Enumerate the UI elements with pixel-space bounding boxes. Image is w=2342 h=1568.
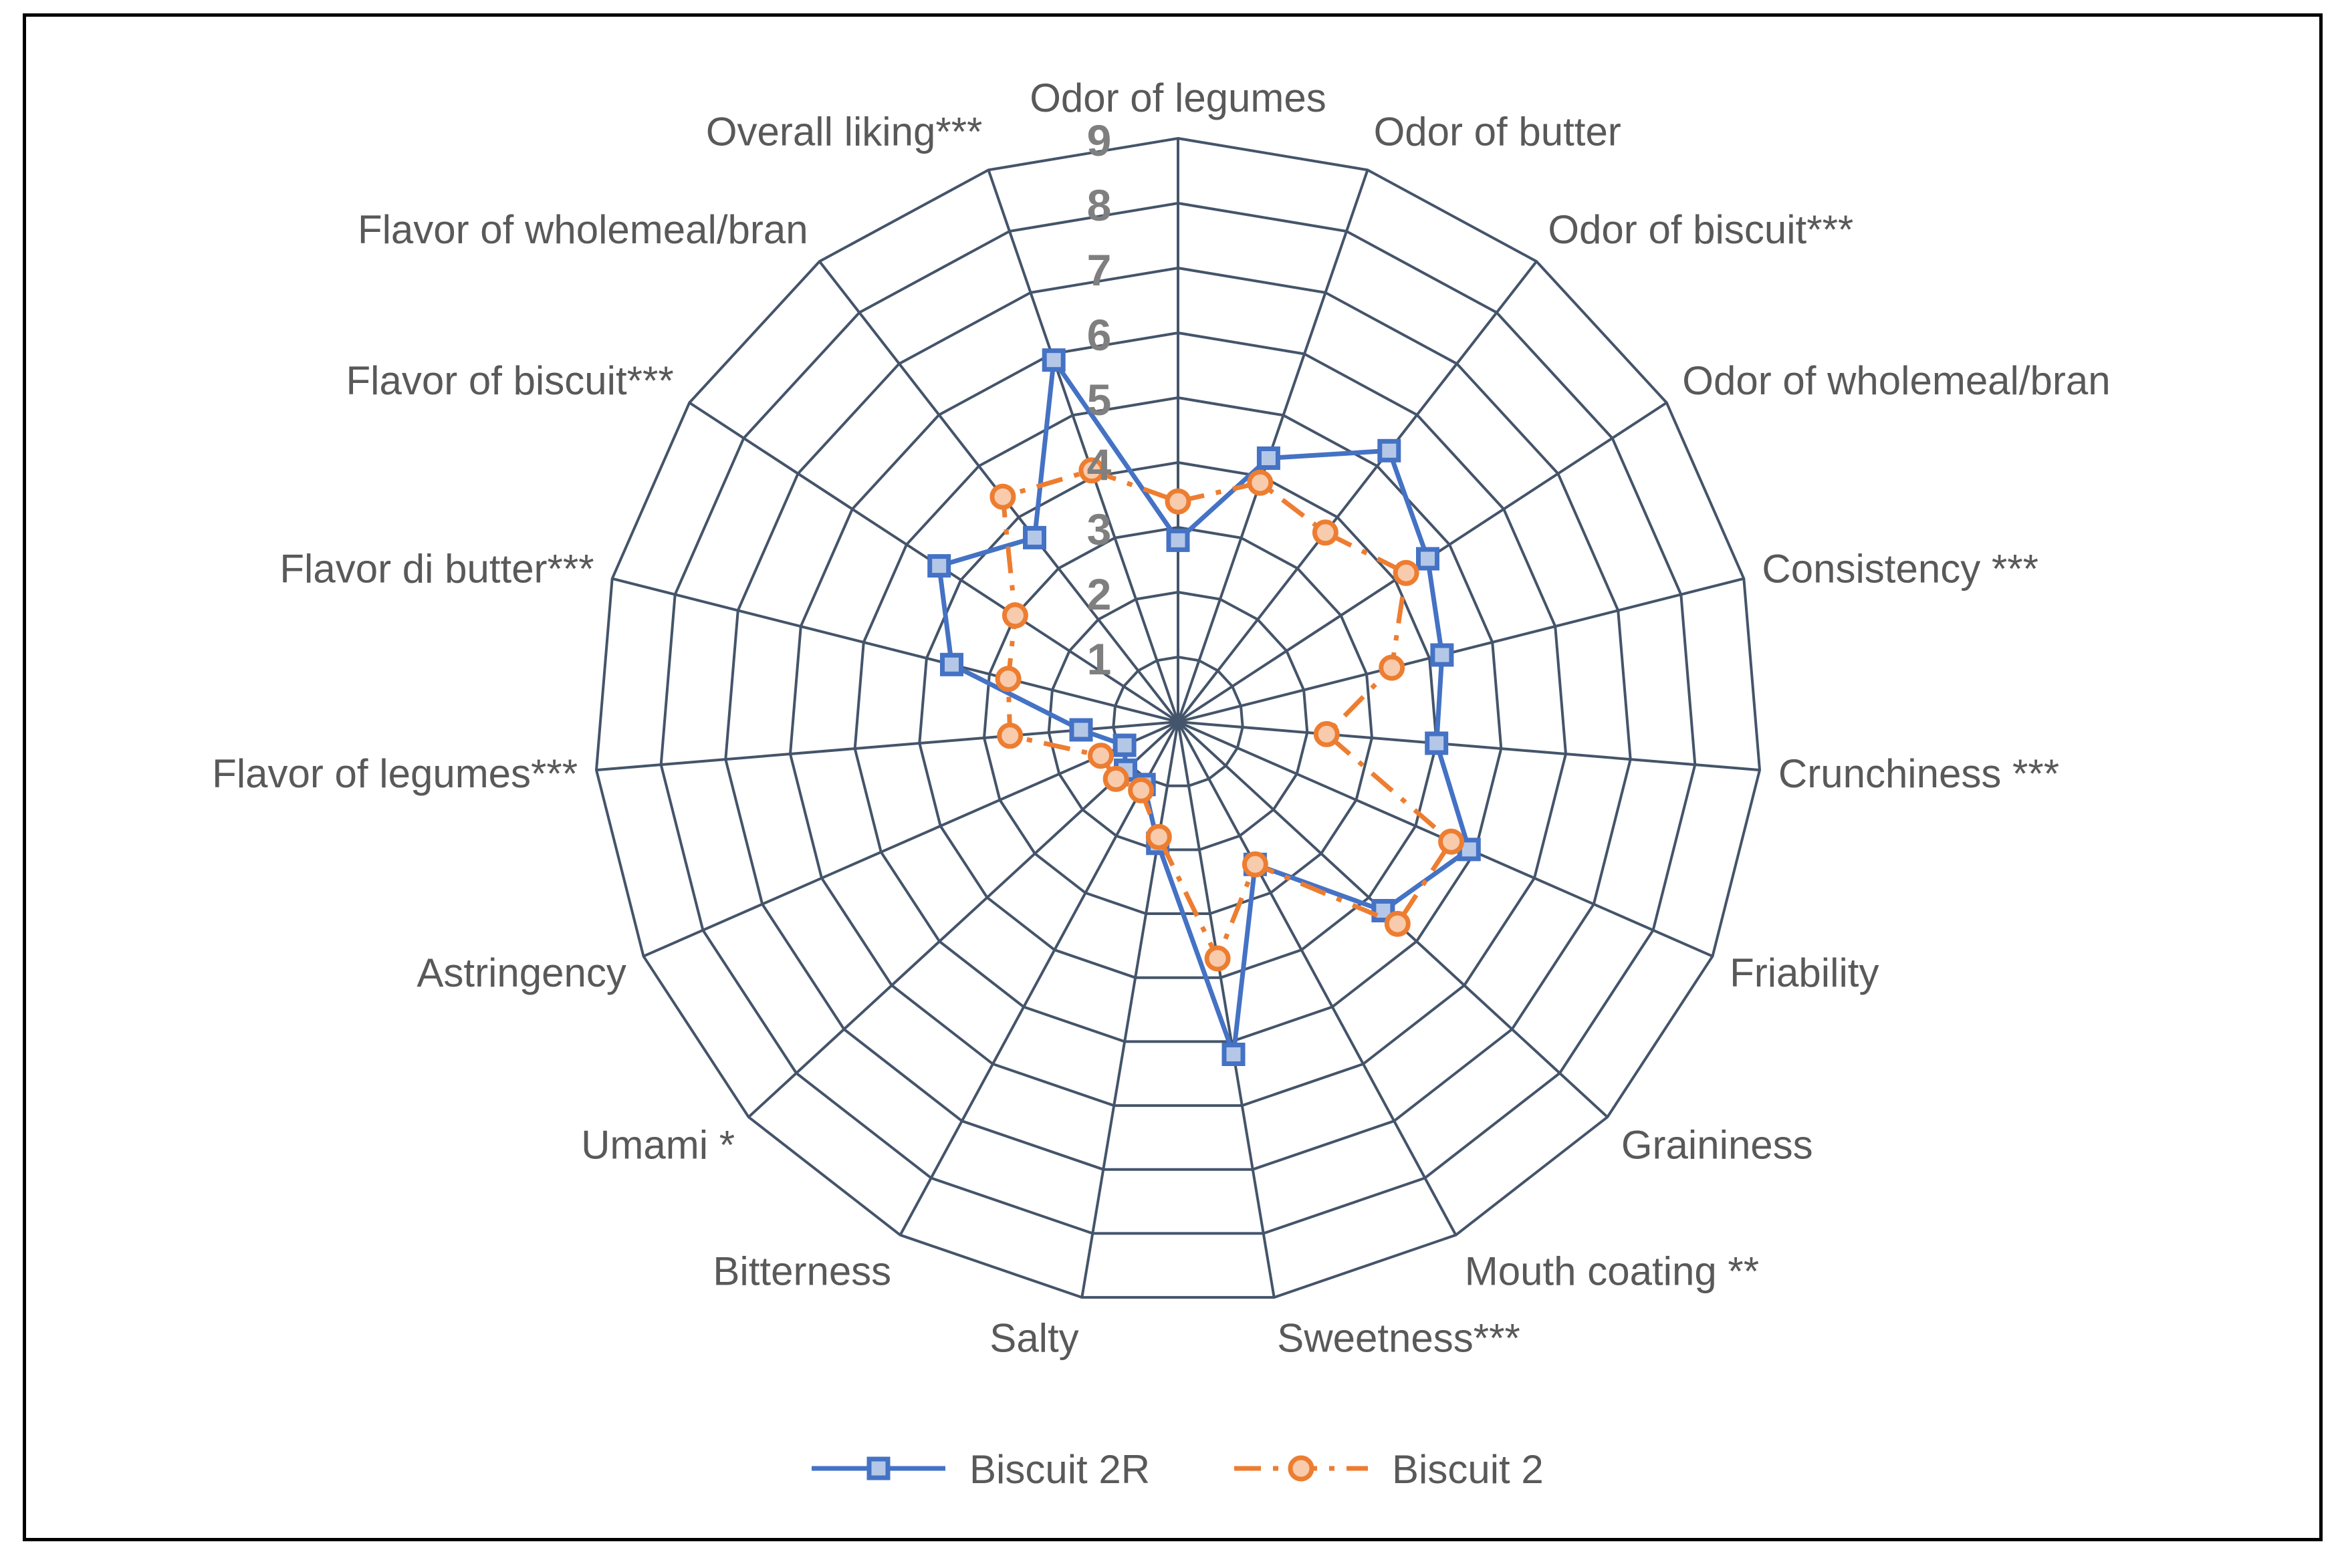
- data-point: [1165, 488, 1191, 515]
- data-point: [1042, 348, 1066, 372]
- data-point: [927, 554, 951, 578]
- spoke: [1177, 721, 1760, 772]
- legend-item-1: Biscuit 2: [1234, 1447, 1544, 1492]
- grid-ring-9: [594, 136, 1762, 1299]
- category-label: Sweetness***: [1277, 1315, 1520, 1360]
- category-label: Odor of biscuit***: [1548, 207, 1853, 252]
- grid-ring-7: [724, 266, 1632, 1171]
- spoke: [1177, 721, 1276, 1298]
- data-point: [1204, 945, 1231, 972]
- tick-label: 9: [1087, 116, 1112, 165]
- data-point: [1023, 525, 1046, 549]
- radial-tick-labels: 1 2 3 4 5 6 7 8 9: [1087, 116, 1112, 684]
- data-point: [1002, 602, 1028, 629]
- data-point: [997, 723, 1024, 749]
- grid-ring-8: [659, 201, 1697, 1235]
- data-point: [1312, 519, 1338, 546]
- category-label: Astringency: [417, 950, 626, 995]
- spoke: [987, 169, 1179, 723]
- chart-frame: [23, 13, 2323, 1541]
- category-label: Consistency ***: [1762, 547, 2038, 592]
- tick-label: 3: [1087, 505, 1112, 554]
- data-point: [1069, 718, 1093, 742]
- data-point: [995, 666, 1022, 692]
- data-point: [1430, 643, 1454, 667]
- grid-ring-2: [1047, 590, 1309, 852]
- category-label: Flavor of wholemeal/bran: [358, 207, 808, 252]
- grid-ring-4: [918, 461, 1438, 979]
- spoke: [1080, 721, 1179, 1298]
- data-point: [1371, 899, 1395, 922]
- category-label: Odor of legumes: [1030, 76, 1326, 120]
- legend-label: Biscuit 2R: [969, 1447, 1150, 1492]
- data-point: [1393, 559, 1419, 586]
- data-point: [1425, 731, 1449, 755]
- tick-label: 8: [1087, 180, 1112, 230]
- data-point: [1088, 743, 1114, 769]
- legend-item-0: Biscuit 2R: [812, 1447, 1150, 1492]
- data-point: [1438, 828, 1465, 855]
- category-label: Graininess: [1621, 1123, 1813, 1168]
- radar-spokes: [596, 138, 1760, 1298]
- category-label: Overall liking***: [706, 110, 983, 154]
- data-point: [1379, 654, 1405, 681]
- spoke: [1177, 577, 1744, 723]
- category-label: Salty: [989, 1315, 1078, 1360]
- legend: Biscuit 2R Biscuit 2: [812, 1447, 1544, 1492]
- series-1: [989, 457, 1465, 972]
- category-label: Umami *: [581, 1123, 735, 1168]
- legend-marker: [866, 1456, 891, 1480]
- data-point: [1166, 528, 1190, 552]
- series-line: [937, 358, 1472, 1057]
- spoke: [1177, 169, 1369, 723]
- series-line: [1000, 468, 1454, 961]
- tick-label: 6: [1087, 310, 1112, 360]
- data-point: [940, 652, 963, 676]
- tick-label: 2: [1087, 569, 1112, 619]
- legend-marker: [1288, 1455, 1314, 1482]
- category-label: Friability: [1730, 950, 1879, 995]
- legend-label: Biscuit 2: [1392, 1447, 1544, 1492]
- data-point: [1102, 765, 1129, 792]
- category-label: Flavor di butter***: [279, 547, 594, 592]
- category-label: Flavor of biscuit***: [346, 358, 673, 403]
- data-point: [1313, 721, 1340, 747]
- grid-ring-6: [788, 331, 1568, 1107]
- category-labels: Odor of legumes Odor of butter Odor of bis…: [212, 76, 2110, 1360]
- spoke: [612, 577, 1179, 723]
- tick-label: 5: [1087, 375, 1112, 424]
- radar-series: [927, 348, 1481, 1066]
- grid-ring-5: [853, 396, 1503, 1043]
- spoke: [1177, 260, 1538, 723]
- data-point: [1145, 823, 1172, 850]
- data-point: [1384, 910, 1411, 937]
- data-point: [1256, 446, 1280, 470]
- data-point: [1242, 851, 1268, 878]
- radar-grid: [594, 136, 1762, 1299]
- data-point: [1221, 1043, 1246, 1066]
- data-point: [1078, 457, 1105, 484]
- spoke: [899, 721, 1179, 1236]
- spoke: [1177, 721, 1457, 1236]
- data-point: [989, 483, 1016, 510]
- category-label: Mouth coating **: [1465, 1249, 1759, 1293]
- data-point: [1128, 777, 1155, 803]
- data-point: [1247, 469, 1274, 496]
- category-label: Odor of wholemeal/bran: [1682, 358, 2110, 403]
- category-label: Bitterness: [713, 1249, 891, 1293]
- category-label: Crunchiness ***: [1778, 751, 2059, 796]
- tick-label: 4: [1087, 440, 1112, 489]
- tick-label: 7: [1087, 245, 1112, 295]
- tick-label: 1: [1087, 634, 1112, 684]
- data-point: [1416, 547, 1439, 571]
- grid-ring-1: [1112, 655, 1244, 787]
- data-point: [1113, 733, 1137, 757]
- category-label: Odor of butter: [1374, 110, 1621, 154]
- data-point: [1377, 438, 1401, 463]
- category-label: Flavor of legumes***: [212, 751, 578, 796]
